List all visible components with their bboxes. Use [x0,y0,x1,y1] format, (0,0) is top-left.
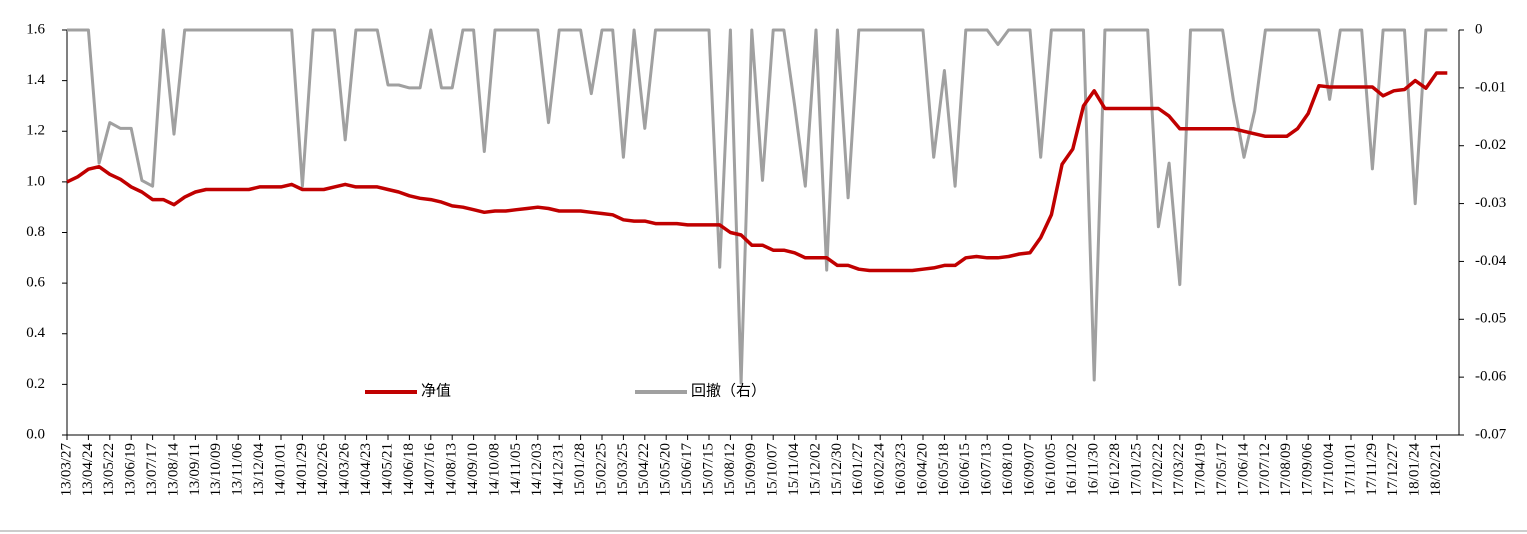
y-tick-label: 1.6 [26,21,45,37]
y2-tick-label: -0.05 [1475,311,1506,327]
x-tick-label: 17/08/09 [1278,443,1294,496]
x-tick-label: 14/06/18 [401,443,417,496]
y-tick-label: 0.4 [26,325,45,341]
y-tick-label: 1.4 [26,72,45,88]
x-tick-label: 14/11/05 [508,443,524,496]
x-tick-label: 14/01/01 [272,443,288,496]
series-line [67,28,1448,385]
x-tick-label: 17/05/17 [1214,443,1230,497]
x-tick-label: 18/02/21 [1428,443,1444,496]
y2-tick-label: -0.07 [1475,426,1507,442]
y2-tick-label: -0.04 [1475,253,1507,269]
x-tick-label: 13/09/11 [187,443,203,496]
x-tick-label: 17/11/01 [1342,443,1358,496]
x-tick-label: 14/01/29 [294,443,310,496]
x-tick-label: 15/11/04 [786,443,802,496]
x-tick-label: 17/02/22 [1150,443,1166,496]
x-tick-label: 17/11/29 [1364,443,1380,496]
x-tick-label: 14/02/26 [315,443,331,497]
y-tick-label: 0.6 [26,275,45,291]
y-tick-label: 0.0 [26,426,45,442]
x-tick-label: 15/04/22 [636,443,652,496]
x-tick-label: 13/07/17 [144,443,160,497]
x-tick-label: 16/09/07 [1021,443,1037,497]
x-tick-label: 14/07/16 [422,443,438,497]
x-tick-label: 15/12/30 [829,443,845,496]
x-tick-label: 15/08/12 [722,443,738,496]
x-tick-label: 13/08/14 [165,443,181,497]
x-tick-label: 15/09/09 [743,443,759,496]
y2-tick-label: -0.01 [1475,79,1506,95]
x-tick-label: 17/04/19 [1193,443,1209,496]
x-tick-label: 17/09/06 [1300,443,1316,497]
x-tick-label: 17/10/04 [1321,443,1337,497]
x-tick-label: 15/07/15 [700,443,716,496]
series-line [66,71,1448,273]
x-tick-label: 16/11/30 [1086,443,1102,496]
x-tick-label: 13/03/27 [58,443,74,497]
x-tick-label: 13/11/06 [230,443,246,496]
x-tick-label: 16/06/15 [957,443,973,496]
x-tick-label: 13/04/24 [80,443,96,497]
x-tick-label: 14/05/21 [379,443,395,496]
y-tick-label: 0.8 [26,224,45,240]
x-tick-label: 13/10/09 [208,443,224,496]
x-tick-label: 15/02/25 [593,443,609,496]
x-tick-label: 14/12/31 [551,443,567,496]
x-tick-label: 16/04/20 [914,443,930,496]
x-tick-label: 16/02/24 [872,443,888,497]
y-tick-label: 1.0 [26,173,45,189]
x-tick-label: 18/01/24 [1407,443,1423,497]
x-tick-label: 17/12/27 [1385,443,1401,497]
x-tick-label: 17/01/25 [1128,443,1144,496]
x-tick-label: 14/03/26 [337,443,353,497]
x-tick-label: 16/12/28 [1107,443,1123,496]
y2-tick-label: -0.06 [1475,369,1507,385]
x-tick-label: 15/10/07 [765,443,781,497]
x-tick-label: 16/11/02 [1064,443,1080,496]
y2-tick-label: -0.02 [1475,137,1506,153]
x-tick-label: 14/09/10 [465,443,481,496]
x-tick-label: 14/08/13 [444,443,460,496]
x-tick-label: 16/08/10 [1000,443,1016,496]
y2-tick-label: 0 [1475,21,1483,37]
x-tick-label: 16/03/23 [893,443,909,496]
x-tick-label: 14/10/08 [486,443,502,496]
x-tick-label: 16/05/18 [936,443,952,496]
x-tick-label: 13/12/04 [251,443,267,497]
legend-label: 净值 [421,382,451,399]
x-tick-label: 15/01/28 [572,443,588,496]
y-tick-label: 0.2 [26,376,45,392]
x-tick-label: 16/01/27 [850,443,866,497]
x-tick-label: 15/03/25 [615,443,631,496]
x-tick-label: 15/12/02 [807,443,823,496]
x-tick-label: 16/10/05 [1043,443,1059,496]
x-tick-label: 14/12/03 [529,443,545,496]
x-tick-label: 17/07/12 [1257,443,1273,496]
x-tick-label: 14/04/23 [358,443,374,496]
x-tick-label: 17/03/22 [1171,443,1187,496]
y-tick-label: 1.2 [26,123,45,139]
legend-label: 回撤（右） [691,382,766,399]
x-tick-label: 15/06/17 [679,443,695,497]
x-tick-label: 17/06/14 [1235,443,1251,497]
x-tick-label: 16/07/13 [979,443,995,496]
y2-tick-label: -0.03 [1475,195,1506,211]
x-tick-label: 13/06/19 [123,443,139,496]
x-tick-label: 13/05/22 [101,443,117,496]
x-tick-label: 15/05/20 [658,443,674,496]
